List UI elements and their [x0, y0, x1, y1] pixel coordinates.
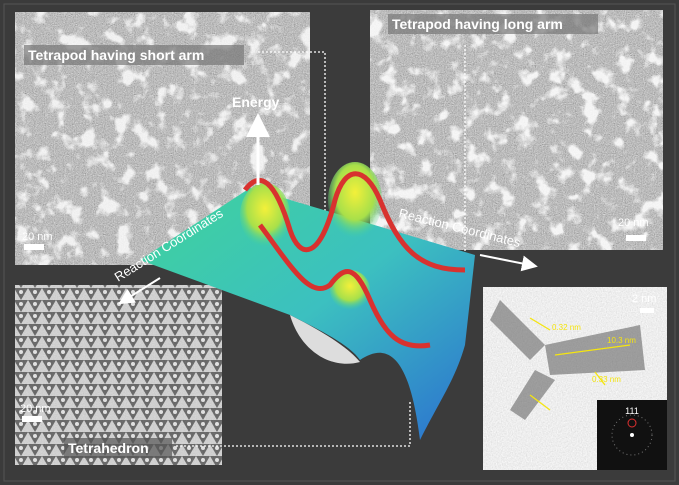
label-bg: [388, 14, 598, 34]
particle: [490, 300, 645, 420]
image-particles: [370, 10, 663, 250]
reaction-axis: [118, 277, 161, 305]
scale-bar: [22, 416, 42, 422]
scale-bar: [24, 244, 44, 250]
scale-text: 20 nm: [20, 403, 51, 415]
connectors: [176, 45, 466, 447]
measurement: 10.3 nm: [607, 336, 636, 345]
scale-bar: [640, 308, 654, 313]
label-bg: [64, 438, 172, 458]
measurement: 0.32 nm: [552, 323, 581, 332]
image-noise: [15, 285, 222, 465]
frame: [3, 3, 676, 482]
fft-center: [630, 433, 634, 437]
reaction-path: [243, 171, 466, 273]
scale-bar: [626, 235, 646, 241]
axis-label: Energy: [232, 94, 280, 110]
surface-shadow: [290, 315, 360, 364]
label-bg: [24, 45, 244, 65]
scale-text: 20 nm: [618, 217, 649, 229]
surface: [140, 188, 475, 440]
scale-text: 2 nm: [632, 293, 656, 305]
panel-label: Tetrahedron: [68, 440, 149, 456]
fft-spot: [627, 418, 637, 428]
scale-text: 20 nm: [22, 231, 53, 243]
reaction-path: [257, 223, 431, 349]
energy-surface: [140, 162, 475, 440]
reaction-axis: [479, 254, 538, 272]
long-arm-panel: Tetrapod having long arm 20 nm: [370, 10, 663, 250]
measure-lines: [529, 317, 631, 411]
tetrahedron-panel: 20 nm Tetrahedron: [15, 285, 222, 465]
measurement: 0.33 nm: [592, 375, 621, 384]
panel-label: Tetrapod having long arm: [392, 16, 563, 32]
fft-ring: [611, 414, 653, 456]
fft-label: 111: [625, 406, 639, 416]
panel-label: Tetrapod having short arm: [28, 47, 204, 63]
hrtem-panel: 2 nm 0.32 nm 10.3 nm 0.33 nm 111: [483, 287, 667, 470]
